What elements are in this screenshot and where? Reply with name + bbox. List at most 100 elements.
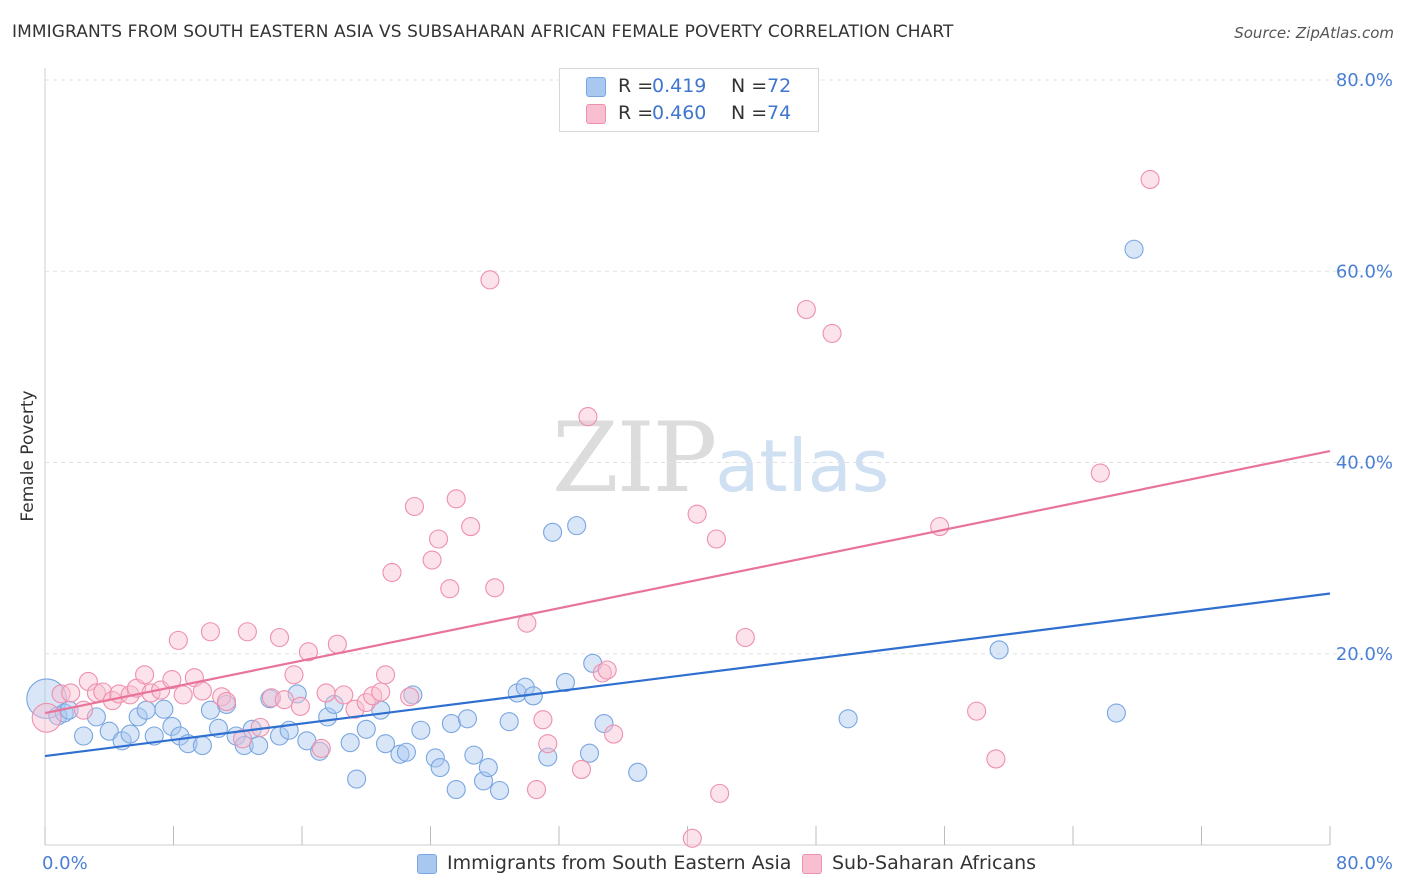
watermark-atlas: atlas xyxy=(715,424,890,508)
data-point-immigrants-sea xyxy=(579,743,600,763)
data-point-subsaharan xyxy=(461,517,481,537)
data-point-subsaharan xyxy=(345,699,365,719)
data-point-immigrants-sea xyxy=(499,712,519,732)
data-point-subsaharan xyxy=(428,529,449,549)
legend-n-value: 74 xyxy=(767,102,792,124)
data-point-subsaharan xyxy=(284,665,304,685)
data-point-immigrants-sea xyxy=(340,733,360,753)
data-point-immigrants-sea xyxy=(74,726,94,746)
data-point-subsaharan xyxy=(311,738,331,758)
data-point-immigrants-sea xyxy=(347,769,367,789)
data-point-subsaharan xyxy=(78,671,98,692)
data-point-subsaharan xyxy=(480,270,500,290)
data-point-immigrants-sea xyxy=(356,719,376,739)
data-point-immigrants-sea xyxy=(425,748,445,768)
y-tick-label: 20.0% xyxy=(1336,644,1393,665)
data-point-immigrants-sea xyxy=(543,522,563,542)
data-point-subsaharan xyxy=(485,578,505,598)
data-point-subsaharan xyxy=(269,627,290,648)
data-point-subsaharan xyxy=(571,759,592,780)
trend-lines xyxy=(44,449,1331,758)
data-point-subsaharan xyxy=(162,670,182,690)
data-point-immigrants-sea xyxy=(490,780,510,801)
data-point-subsaharan xyxy=(967,701,987,721)
legend-r-label: R = xyxy=(618,102,654,124)
gridlines xyxy=(45,79,1392,655)
data-point-immigrants-sea xyxy=(234,735,254,756)
data-point-subsaharan xyxy=(710,783,730,803)
legend-swatch-pink xyxy=(586,104,606,124)
trend-line-subsaharan xyxy=(44,449,1331,715)
data-point-immigrants-sea xyxy=(838,709,858,729)
data-point-subsaharan xyxy=(735,627,755,648)
data-point-immigrants-sea xyxy=(260,689,280,709)
data-point-immigrants-sea xyxy=(411,720,431,740)
data-point-immigrants-sea xyxy=(446,779,466,800)
data-point-subsaharan xyxy=(822,323,842,343)
legend-r-value: 0.460 xyxy=(652,102,707,124)
data-point-immigrants-sea xyxy=(396,742,416,762)
data-point-immigrants-sea xyxy=(457,709,477,729)
y-tick-label: 80.0% xyxy=(1336,70,1393,91)
data-point-subsaharan xyxy=(796,299,816,320)
data-point-immigrants-sea xyxy=(628,762,648,782)
legend-n-label: N = xyxy=(731,102,768,124)
x-tick-label: 80.0% xyxy=(1336,853,1393,874)
legend-r-value: 0.419 xyxy=(652,75,707,97)
data-point-subsaharan xyxy=(526,779,547,800)
data-point-immigrants-sea xyxy=(441,714,461,734)
tick-labels: 20.0% 40.0% 60.0% 80.0% 0.0% 80.0% xyxy=(42,70,1393,874)
data-point-subsaharan xyxy=(682,828,702,848)
data-point-subsaharan xyxy=(168,630,188,650)
data-point-subsaharan xyxy=(533,710,553,730)
data-point-immigrants-sea xyxy=(555,672,575,692)
x-tick-label: 0.0% xyxy=(42,853,88,874)
data-point-immigrants-sea xyxy=(128,707,148,727)
data-point-subsaharan xyxy=(327,634,347,654)
source-credit: Source: ZipAtlas.com xyxy=(1234,24,1394,42)
data-point-immigrants-sea xyxy=(249,735,269,756)
data-point-immigrants-sea xyxy=(120,724,140,744)
data-point-subsaharan xyxy=(298,642,318,662)
data-point-subsaharan xyxy=(51,684,71,704)
data-point-subsaharan xyxy=(61,683,81,703)
data-point-immigrants-sea xyxy=(464,745,484,765)
data-point-subsaharan xyxy=(274,690,294,710)
data-point-subsaharan xyxy=(604,724,624,744)
data-point-immigrants-sea xyxy=(144,726,164,746)
data-point-subsaharan xyxy=(404,496,424,517)
data-point-immigrants-sea xyxy=(594,714,614,734)
correlation-legend: R = 0.419 N = 72 R = 0.460 N = 74 xyxy=(559,68,819,132)
data-point-subsaharan xyxy=(1090,463,1110,483)
series-subsaharan xyxy=(31,169,1160,848)
data-point-subsaharan xyxy=(216,692,237,712)
data-point-immigrants-sea xyxy=(99,721,119,741)
data-point-immigrants-sea xyxy=(154,699,174,719)
data-point-subsaharan xyxy=(290,696,310,716)
legend-swatch-blue xyxy=(586,77,606,97)
data-point-immigrants-sea xyxy=(989,640,1009,660)
data-point-subsaharan xyxy=(706,529,726,549)
data-point-subsaharan xyxy=(233,729,253,749)
data-point-immigrants-sea xyxy=(192,735,212,756)
legend-n-label: N = xyxy=(731,75,768,97)
y-tick-label: 60.0% xyxy=(1336,261,1393,282)
data-point-immigrants-sea xyxy=(324,694,344,714)
bottom-legend-label: Immigrants from South Eastern Asia xyxy=(447,852,792,874)
chart-title: IMMIGRANTS FROM SOUTH EASTERN ASIA VS SU… xyxy=(12,22,954,42)
data-point-subsaharan xyxy=(382,562,402,583)
data-point-subsaharan xyxy=(200,622,220,642)
legend-n-value: 72 xyxy=(767,75,792,97)
data-point-subsaharan xyxy=(135,665,155,685)
data-point-subsaharan xyxy=(371,682,391,702)
data-point-subsaharan xyxy=(538,734,558,754)
legend-r-label: R = xyxy=(618,75,654,97)
data-point-subsaharan xyxy=(316,683,336,703)
data-point-subsaharan xyxy=(237,622,257,642)
bottom-legend-swatch xyxy=(802,854,822,874)
data-point-subsaharan xyxy=(986,749,1006,769)
data-point-immigrants-sea xyxy=(287,684,307,704)
data-point-immigrants-sea xyxy=(538,747,558,767)
data-point-subsaharan xyxy=(334,685,354,705)
